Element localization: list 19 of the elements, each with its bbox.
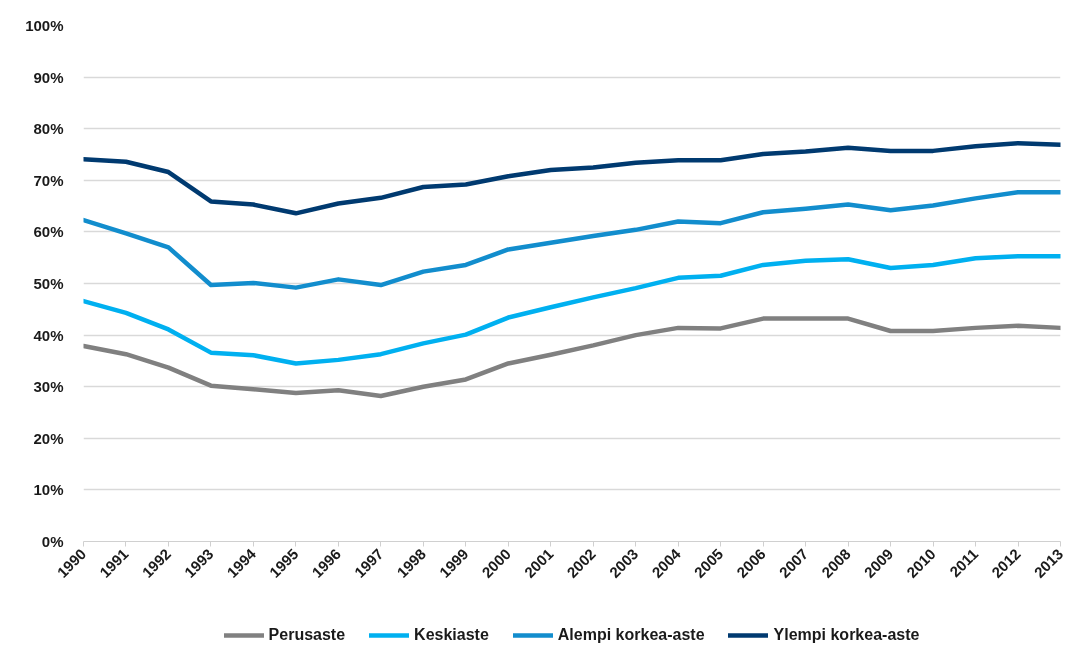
line-series [83, 140, 1061, 216]
y-tick-label: 60% [33, 223, 64, 241]
y-tick-label: 40% [33, 326, 64, 344]
y-tick-label: 90% [33, 68, 64, 86]
line-series [83, 189, 1061, 290]
y-tick-label: 100% [25, 17, 64, 34]
y-tick-label: 70% [33, 171, 64, 189]
legend-label: Alempi korkea-aste [557, 626, 705, 644]
y-tick-label: 20% [33, 429, 64, 447]
y-tick-label: 80% [33, 120, 64, 138]
y-tick-label: 10% [33, 481, 64, 499]
y-tick-label: 0% [41, 533, 64, 550]
line-series [83, 316, 1061, 399]
legend-label: Perusaste [268, 626, 346, 644]
y-tick-label: 30% [33, 378, 64, 396]
legend-label: Ylempi korkea-aste [773, 626, 920, 644]
y-tick-label: 50% [33, 275, 64, 292]
legend-label: Keskiaste [414, 626, 489, 644]
line-series [83, 253, 1061, 366]
